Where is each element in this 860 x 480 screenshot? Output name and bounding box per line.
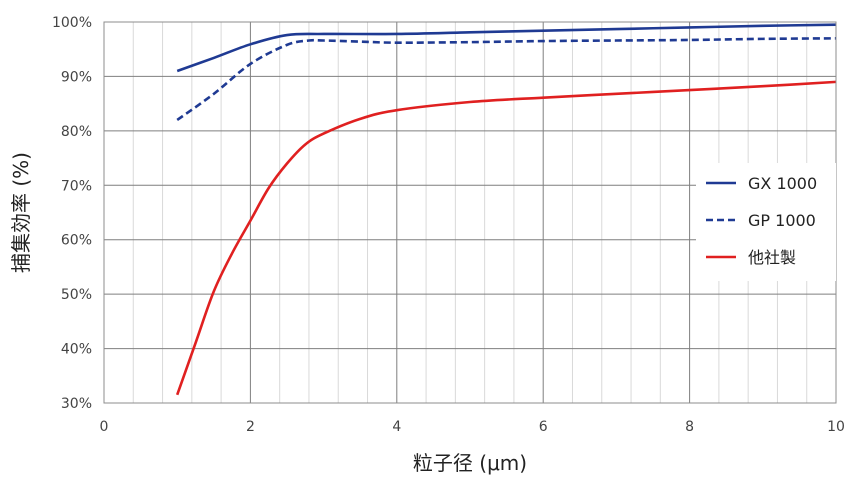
y-tick-label: 40% [61, 342, 92, 358]
y-tick-label: 50% [61, 287, 92, 303]
series-layer [175, 23, 837, 396]
x-tick-label: 2 [246, 419, 255, 435]
y-tick-label: 60% [61, 233, 92, 249]
legend-label: GX 1000 [748, 174, 817, 193]
x-tick-label: 8 [685, 419, 694, 435]
legend-label: GP 1000 [748, 211, 816, 230]
x-tick-label: 4 [392, 419, 401, 435]
y-tick-label: 80% [61, 124, 92, 140]
legend-label: 他社製 [748, 248, 796, 267]
grid [103, 21, 837, 404]
series-line-1 [176, 23, 837, 73]
y-tick-label: 100% [52, 15, 92, 31]
y-tick-label: 90% [61, 69, 92, 85]
y-tick-label: 30% [61, 396, 92, 412]
x-tick-label: 6 [539, 419, 548, 435]
x-tick-label: 10 [827, 419, 845, 435]
x-tick-label: 0 [100, 419, 109, 435]
tick-labels: 0 2 4 6 8 10 30% 40% 50% 60% 70% 80% 90% 100% [52, 15, 845, 435]
x-axis-title: 粒子径 (μm) [413, 451, 527, 475]
series-line-2 [176, 37, 837, 122]
legend: GX 1000 GP 1000 他社製 [696, 163, 836, 281]
y-tick-label: 70% [61, 178, 92, 194]
series-line-3 [175, 80, 837, 396]
y-axis-title: 捕集効率 (%) [9, 152, 33, 273]
